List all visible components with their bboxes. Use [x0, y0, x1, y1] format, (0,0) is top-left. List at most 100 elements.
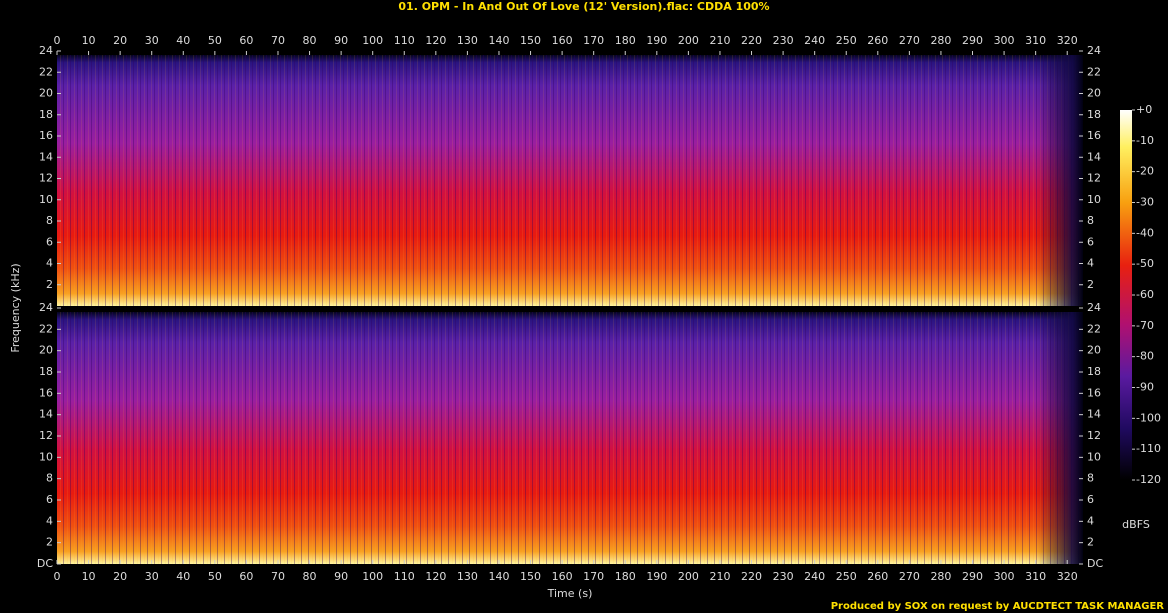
x-tick-label: 170	[583, 34, 604, 47]
colorbar-tick-label: -50	[1136, 257, 1154, 270]
y-tick-label: 24	[39, 44, 53, 57]
x-tick-label: 60	[239, 570, 253, 583]
y-tick-label: 18	[1087, 108, 1101, 121]
y-tick-label: 4	[46, 514, 53, 527]
y-axis-label: Frequency (kHz)	[9, 263, 22, 352]
x-tick-label: 120	[425, 34, 446, 47]
x-tick-label: 80	[303, 34, 317, 47]
chart-title: 01. OPM - In And Out Of Love (12' Versio…	[398, 0, 769, 13]
y-tick-label: 8	[1087, 472, 1094, 485]
x-tick-label: 70	[271, 34, 285, 47]
colorbar-tick-label: -70	[1136, 319, 1154, 332]
y-tick-label: DC	[37, 557, 53, 570]
x-tick-label: 80	[303, 570, 317, 583]
x-axis-label: Time (s)	[547, 587, 593, 600]
y-tick-label: DC	[1087, 557, 1103, 570]
x-tick-label: 140	[488, 34, 509, 47]
x-tick-label: 320	[1057, 570, 1078, 583]
y-tick-label: 24	[1087, 44, 1101, 57]
y-tick-label: 16	[1087, 386, 1101, 399]
y-tick-label: 24	[39, 301, 53, 314]
x-tick-label: 150	[520, 34, 541, 47]
y-tick-label: 8	[46, 214, 53, 227]
x-tick-label: 200	[678, 570, 699, 583]
y-tick-label: 22	[1087, 65, 1101, 78]
colorbar-tick-label: -90	[1136, 381, 1154, 394]
x-tick-label: 140	[488, 570, 509, 583]
colorbar-tick-label: -60	[1136, 288, 1154, 301]
y-tick-label: 2	[46, 536, 53, 549]
y-tick-label: 8	[46, 472, 53, 485]
x-tick-label: 280	[930, 34, 951, 47]
y-tick-label: 12	[39, 429, 53, 442]
y-tick-label: 2	[1087, 278, 1094, 291]
x-tick-label: 240	[804, 34, 825, 47]
y-tick-label: 14	[39, 150, 53, 163]
y-tick-label: 10	[39, 193, 53, 206]
x-tick-label: 310	[1025, 34, 1046, 47]
x-tick-label: 230	[773, 570, 794, 583]
x-tick-label: 40	[176, 34, 190, 47]
colorbar-tick-label: -30	[1136, 196, 1154, 209]
y-tick-label: 10	[1087, 450, 1101, 463]
spectrogram-fade	[57, 55, 1083, 306]
y-tick-label: 14	[39, 408, 53, 421]
x-tick-label: 90	[334, 570, 348, 583]
colorbar-tick-label: -40	[1136, 226, 1154, 239]
y-tick-label: 6	[1087, 235, 1094, 248]
colorbar-tick-label: -100	[1136, 411, 1161, 424]
colorbar	[1120, 110, 1132, 480]
y-tick-label: 6	[46, 235, 53, 248]
y-tick-label: 10	[39, 450, 53, 463]
y-tick-label: 4	[1087, 257, 1094, 270]
colorbar-tick-label: -80	[1136, 350, 1154, 363]
x-tick-label: 290	[962, 570, 983, 583]
y-tick-label: 14	[1087, 408, 1101, 421]
x-tick-label: 190	[646, 34, 667, 47]
y-tick-label: 18	[1087, 365, 1101, 378]
x-tick-label: 130	[457, 34, 478, 47]
colorbar-tick-label: +0	[1136, 103, 1152, 116]
x-tick-label: 130	[457, 570, 478, 583]
y-tick-label: 2	[46, 278, 53, 291]
x-tick-label: 0	[54, 34, 61, 47]
x-tick-label: 50	[208, 34, 222, 47]
x-tick-label: 10	[82, 34, 96, 47]
y-tick-label: 12	[1087, 429, 1101, 442]
x-tick-label: 260	[867, 34, 888, 47]
y-tick-label: 12	[1087, 172, 1101, 185]
y-tick-label: 12	[39, 172, 53, 185]
x-tick-label: 100	[362, 34, 383, 47]
y-tick-label: 24	[1087, 301, 1101, 314]
x-tick-label: 60	[239, 34, 253, 47]
x-tick-label: 250	[836, 34, 857, 47]
x-tick-label: 90	[334, 34, 348, 47]
y-tick-label: 6	[46, 493, 53, 506]
x-tick-label: 320	[1057, 34, 1078, 47]
colorbar-label: dBFS	[1122, 518, 1150, 531]
x-tick-label: 180	[615, 570, 636, 583]
x-tick-label: 50	[208, 570, 222, 583]
spectrogram-fade	[57, 312, 1083, 564]
colorbar-tick-label: -20	[1136, 165, 1154, 178]
y-tick-label: 20	[1087, 344, 1101, 357]
y-tick-label: 16	[1087, 129, 1101, 142]
x-tick-label: 160	[552, 570, 573, 583]
x-tick-label: 30	[145, 570, 159, 583]
x-tick-label: 270	[899, 34, 920, 47]
colorbar-tick-label: -120	[1136, 473, 1161, 486]
y-tick-label: 16	[39, 129, 53, 142]
y-tick-label: 14	[1087, 150, 1101, 163]
x-tick-label: 260	[867, 570, 888, 583]
y-tick-label: 10	[1087, 193, 1101, 206]
colorbar-tick-label: -110	[1136, 442, 1161, 455]
x-tick-label: 200	[678, 34, 699, 47]
y-tick-label: 18	[39, 108, 53, 121]
x-tick-label: 0	[54, 570, 61, 583]
y-tick-label: 18	[39, 365, 53, 378]
y-tick-label: 4	[46, 257, 53, 270]
colorbar-tick-label: -10	[1136, 134, 1154, 147]
x-tick-label: 110	[394, 34, 415, 47]
y-tick-label: 6	[1087, 493, 1094, 506]
